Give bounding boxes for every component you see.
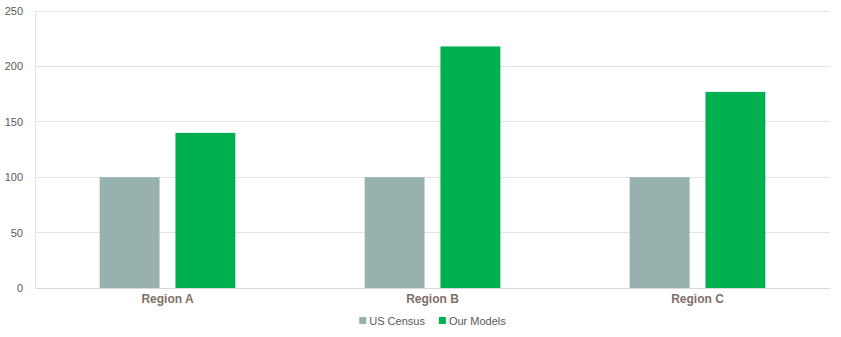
y-tick: 250: [5, 5, 35, 17]
y-tick-label: 150: [5, 116, 23, 128]
legend-swatch: [439, 317, 446, 324]
x-tick: Region C: [671, 288, 724, 306]
x-tick: Region A: [141, 288, 194, 306]
x-axis: Region A Region B Region C: [36, 288, 831, 306]
legend-swatch: [359, 317, 366, 324]
y-tick-label: 250: [5, 5, 23, 17]
x-tick-label: Region A: [141, 292, 194, 306]
y-tick-label: 50: [11, 227, 23, 239]
legend-label: Our Models: [449, 315, 506, 327]
legend-item: Our Models: [439, 315, 506, 327]
y-axis-line: [35, 12, 36, 289]
y-tick-label: 0: [17, 282, 23, 294]
bar: [705, 92, 765, 288]
y-tick-label: 200: [5, 60, 23, 72]
legend-label: US Census: [369, 315, 425, 327]
x-tick-label: Region C: [671, 292, 724, 306]
grid-line: [35, 11, 830, 12]
y-tick: 0: [17, 282, 35, 294]
chart: 0 50 100 150 200 250 Region A Region B Region C U…: [0, 0, 841, 337]
y-tick: 150: [5, 116, 35, 128]
y-tick: 50: [11, 227, 35, 239]
y-tick: 200: [5, 60, 35, 72]
grid-line: [35, 66, 830, 67]
legend-item: US Census: [359, 315, 425, 327]
grid: [35, 11, 830, 288]
legend: US Census Our Models: [359, 315, 506, 327]
y-tick-label: 100: [5, 171, 23, 183]
bar: [440, 46, 500, 288]
x-tick: Region B: [406, 288, 459, 306]
x-tick-label: Region B: [406, 292, 459, 306]
y-axis: 0 50 100 150 200 250: [5, 5, 36, 294]
bar: [365, 177, 425, 288]
y-tick: 100: [5, 171, 35, 183]
bar: [175, 133, 235, 288]
plot: 0 50 100 150 200 250 Region A Region B Region C: [5, 5, 831, 306]
bar: [630, 177, 690, 288]
bar: [100, 177, 160, 288]
bars: [100, 46, 766, 288]
x-axis-line: [36, 288, 831, 289]
